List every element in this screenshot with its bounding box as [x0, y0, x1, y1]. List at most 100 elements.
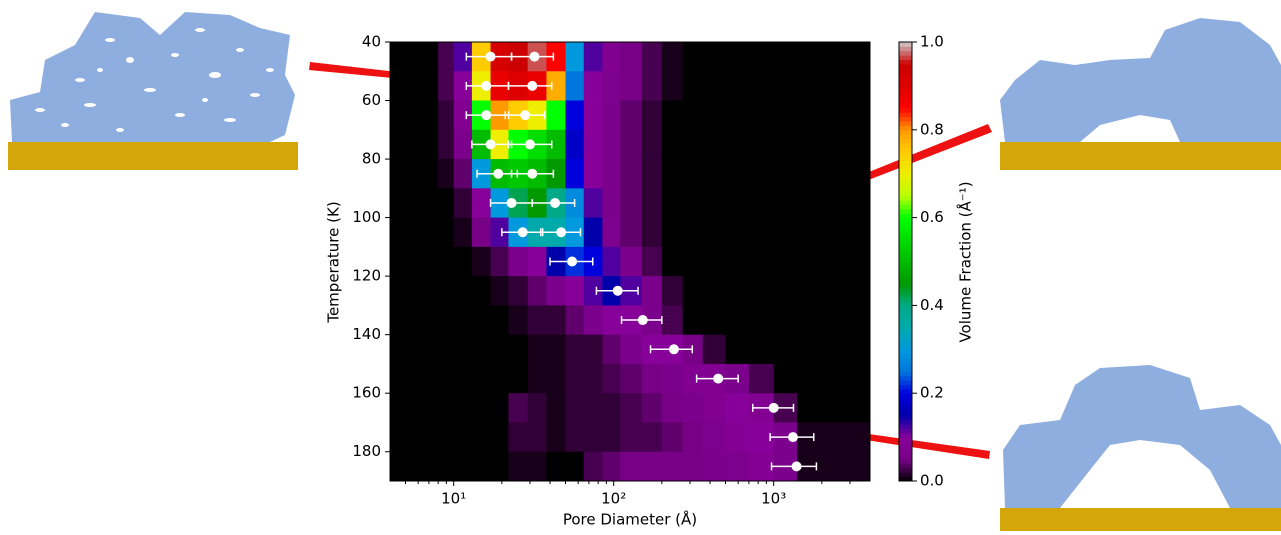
heatmap-cell	[773, 100, 798, 131]
scatter-point	[637, 315, 648, 326]
colorbar-segment	[899, 406, 912, 412]
scatter-point	[668, 344, 679, 355]
heatmap-cell	[583, 305, 603, 336]
scatter-point	[527, 80, 538, 91]
colorbar-segment	[899, 248, 912, 254]
heatmap-cell	[438, 276, 455, 306]
heatmap-cell	[641, 71, 663, 101]
colorbar-segment	[899, 77, 912, 83]
heatmap-cell	[438, 71, 455, 101]
heatmap-cell	[682, 363, 704, 394]
heatmap-cell	[702, 42, 726, 72]
heatmap-cell	[565, 422, 585, 453]
heatmap-cell	[702, 129, 726, 160]
heatmap-cell	[725, 393, 750, 423]
heatmap-cell	[527, 334, 547, 365]
colorbar-segment	[899, 226, 912, 232]
heatmap-cell	[546, 334, 566, 365]
heatmap-cell	[682, 100, 704, 131]
heatmap-cell	[661, 129, 684, 160]
heatmap-cell	[641, 42, 663, 72]
x-axis-label: Pore Diameter (Å)	[563, 510, 697, 529]
y-tick-label: 40	[362, 33, 381, 51]
heatmap-cell	[641, 363, 663, 394]
scatter-point	[612, 285, 623, 296]
heatmap-cell	[797, 188, 871, 218]
heatmap-cell	[565, 129, 585, 160]
heatmap-cell	[453, 217, 473, 248]
heatmap-cell	[661, 217, 684, 248]
heatmap-cell	[453, 363, 473, 394]
colorbar-segment	[899, 393, 912, 399]
heatmap-cell	[438, 217, 455, 248]
colorbar-segment	[899, 410, 912, 416]
heatmap-cell	[661, 305, 684, 336]
heatmap-cell	[602, 71, 621, 101]
scatter-point	[525, 139, 536, 150]
heatmap-cell	[620, 422, 643, 453]
heatmap-cell	[682, 276, 704, 306]
heatmap-cell	[565, 393, 585, 423]
heatmap-cell	[583, 334, 603, 365]
heatmap-cell	[773, 188, 798, 218]
colorbar-segment	[899, 305, 912, 311]
heatmap-cell	[602, 217, 621, 248]
colorbar-segment	[899, 353, 912, 359]
pores	[35, 28, 274, 132]
heatmap-cell	[682, 393, 704, 423]
heatmap-cell	[583, 159, 603, 189]
heatmap-cell	[702, 217, 726, 248]
colorbar-segment	[899, 419, 912, 425]
colorbar-segment	[899, 112, 912, 118]
heatmap-cell	[620, 246, 643, 277]
colorbar-segment	[899, 270, 912, 276]
heatmap-cell	[748, 159, 775, 189]
heatmap-cell	[565, 305, 585, 336]
colorbar-segment	[899, 169, 912, 175]
heatmap-cell	[453, 71, 473, 101]
heatmap-cell	[565, 276, 585, 306]
heatmap-cell	[390, 451, 439, 482]
heatmap-cell	[583, 42, 603, 72]
colorbar-segment	[899, 125, 912, 131]
colorbar-label: Volume Fraction (Å⁻¹)	[956, 181, 975, 342]
heatmap-cell	[620, 393, 643, 423]
colorbar-segment	[899, 454, 912, 460]
colorbar-segment	[899, 252, 912, 258]
heatmap-cell	[702, 334, 726, 365]
heatmap-cell	[546, 159, 566, 189]
heatmap-cell	[453, 159, 473, 189]
heatmap-cell	[438, 188, 455, 218]
heatmap-cell	[773, 217, 798, 248]
heatmap-cell	[620, 129, 643, 160]
colorbar-segment	[899, 437, 912, 442]
colorbar-segment	[899, 186, 912, 192]
heatmap-cell	[682, 71, 704, 101]
scatter-point	[493, 168, 504, 179]
heatmap-cell	[620, 188, 643, 218]
heatmap-cell	[602, 188, 621, 218]
heatmap-cell	[490, 451, 509, 482]
colorbar-segment	[899, 366, 912, 372]
heatmap-cell	[390, 71, 439, 101]
heatmap-cell	[583, 363, 603, 394]
heatmap-cell	[682, 42, 704, 72]
scatter-point	[550, 197, 561, 208]
heatmap-cell	[702, 393, 726, 423]
colorbar-segment	[899, 296, 912, 302]
heatmap-cell	[725, 42, 750, 72]
heatmap-cell	[438, 422, 455, 453]
heatmap-cell	[725, 305, 750, 336]
heatmap-cell	[661, 422, 684, 453]
heatmap-cell	[390, 188, 439, 218]
heatmap-cell	[641, 188, 663, 218]
colorbar-segment	[899, 191, 912, 197]
heatmap-cell	[527, 305, 547, 336]
colorbar-segment	[899, 55, 912, 61]
heatmap-cell	[702, 159, 726, 189]
heatmap-cell	[453, 100, 473, 131]
heatmap-cell	[661, 451, 684, 482]
heatmap-cell	[471, 246, 491, 277]
scatter-point	[485, 139, 496, 150]
